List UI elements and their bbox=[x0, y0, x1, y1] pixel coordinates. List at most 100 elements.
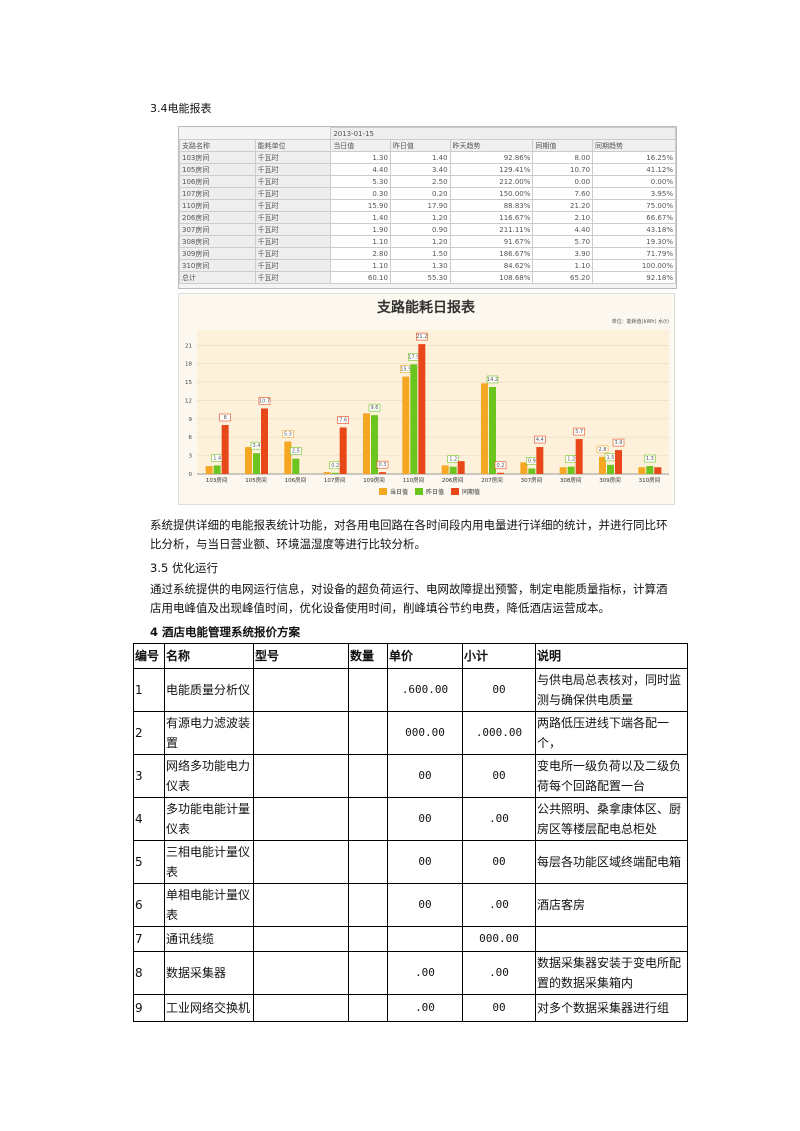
table-row: 107房间 千瓦时 0.30 0.20 150.00% 7.60 3.95% bbox=[179, 187, 676, 200]
x-tick-label: 207房间 bbox=[481, 476, 503, 484]
bar bbox=[528, 468, 536, 474]
bar bbox=[245, 447, 252, 474]
chart-title: 支路能耗日报表 bbox=[376, 299, 476, 316]
column-header: 支路名称 bbox=[179, 139, 256, 152]
bar bbox=[536, 447, 544, 474]
unit-note: 单位：能耗值(kWh) 水(t) bbox=[612, 318, 669, 325]
table-cell: 1.10 bbox=[330, 259, 391, 272]
table-cell: 单相电能计量仪表 bbox=[164, 883, 254, 927]
x-tick-label: 106房间 bbox=[285, 476, 307, 484]
table-cell: 307房间 bbox=[179, 223, 256, 236]
table-row: 7 通讯线缆 000.00 bbox=[133, 926, 688, 952]
bar bbox=[221, 424, 229, 474]
table-cell: 多功能电能计量仪表 bbox=[164, 797, 254, 841]
table-cell: 92.86% bbox=[449, 151, 534, 164]
table-cell: 84.62% bbox=[449, 259, 534, 272]
energy-report-table: 2013-01-15 支路名称 能耗单位 当日值 昨日值 昨天趋势 同期值 同期趋势 103房间… bbox=[178, 126, 677, 289]
legend-label: 昨日值 bbox=[426, 488, 444, 496]
data-label: 1.4 bbox=[213, 455, 221, 461]
table-cell: 变电所一级负荷以及二级负荷每个回路配置一台 bbox=[535, 754, 688, 798]
table-cell: 43.18% bbox=[592, 223, 676, 236]
data-label: 3.4 bbox=[253, 443, 261, 449]
bar bbox=[520, 462, 528, 474]
column-header: 说明 bbox=[535, 643, 688, 669]
column-header: 型号 bbox=[253, 643, 349, 669]
column-header: 名称 bbox=[164, 643, 254, 669]
table-row: 1 电能质量分析仪 .600.00 00 与供电局总表核对，同时监测与确保供电质量 bbox=[133, 668, 688, 712]
data-label-box bbox=[447, 455, 459, 463]
table-cell: 工业网络交换机 bbox=[164, 994, 254, 1022]
table-cell: 110房间 bbox=[179, 199, 256, 212]
table-cell: 4.40 bbox=[532, 223, 594, 236]
table-cell: 千瓦时 bbox=[254, 175, 332, 188]
data-label-box bbox=[219, 413, 231, 422]
column-header: 单价 bbox=[387, 643, 463, 669]
table-cell: 150.00% bbox=[449, 187, 534, 200]
bar bbox=[339, 427, 347, 474]
data-label: 14.2 bbox=[487, 377, 498, 383]
table-cell bbox=[348, 668, 388, 712]
data-label: 1.3 bbox=[646, 456, 654, 462]
table-row: 103房间 千瓦时 1.30 1.40 92.86% 8.00 16.25% bbox=[179, 151, 676, 164]
bar bbox=[607, 464, 614, 474]
table-cell: 105房间 bbox=[179, 163, 256, 176]
table-cell bbox=[348, 883, 388, 927]
data-label: 1.2 bbox=[449, 457, 457, 463]
table-cell: 309房间 bbox=[179, 247, 256, 260]
data-label-box bbox=[534, 435, 546, 444]
x-tick-label: 103房间 bbox=[206, 476, 228, 484]
data-label-box bbox=[596, 445, 609, 454]
bar bbox=[410, 364, 418, 474]
table-cell: 00 bbox=[387, 797, 463, 841]
data-label-box bbox=[376, 460, 389, 469]
table-cell: 1 bbox=[133, 668, 165, 712]
x-tick-label: 109房间 bbox=[363, 476, 385, 484]
table-row: 9 工业网络交换机 .00 00 对多个数据采集器进行组 bbox=[133, 994, 688, 1022]
column-header: 数量 bbox=[348, 643, 388, 669]
table-cell: 3.40 bbox=[389, 163, 451, 176]
table-cell bbox=[348, 926, 388, 952]
table-cell: 千瓦时 bbox=[254, 187, 332, 200]
table-cell: 千瓦时 bbox=[254, 163, 332, 176]
table-cell: 00 bbox=[387, 883, 463, 927]
table-cell: 00 bbox=[387, 840, 463, 884]
table-cell: 2 bbox=[133, 711, 165, 755]
data-label: 0.2 bbox=[497, 463, 505, 469]
table-cell: 186.67% bbox=[449, 247, 534, 260]
column-header: 小计 bbox=[462, 643, 536, 669]
table-cell: .00 bbox=[387, 951, 463, 995]
bar bbox=[331, 472, 339, 474]
table-cell: 1.40 bbox=[389, 151, 451, 164]
report-date: 2013-01-15 bbox=[330, 127, 676, 140]
table-cell: 通讯线缆 bbox=[164, 926, 254, 952]
table-cell bbox=[253, 668, 349, 712]
data-label: 21.2 bbox=[416, 334, 427, 340]
table-cell: 19.30% bbox=[592, 235, 676, 248]
bar bbox=[418, 344, 426, 474]
table-cell: 对多个数据采集器进行组 bbox=[535, 994, 688, 1022]
table-cell: 3.95% bbox=[592, 187, 676, 200]
table-cell: 212.00% bbox=[449, 175, 534, 188]
x-tick-label: 206房间 bbox=[442, 476, 464, 484]
bar bbox=[654, 467, 662, 474]
bar bbox=[638, 467, 646, 474]
data-label: 3.9 bbox=[615, 440, 623, 446]
table-cell: 4.40 bbox=[330, 163, 391, 176]
table-cell: 3 bbox=[133, 754, 165, 798]
table-cell: 103房间 bbox=[179, 151, 256, 164]
table-cell: 16.25% bbox=[592, 151, 676, 164]
table-cell: 每层各功能区域终端配电箱 bbox=[535, 840, 688, 884]
bar bbox=[402, 376, 410, 474]
table-cell: 75.00% bbox=[592, 199, 676, 212]
data-label: 4.4 bbox=[536, 437, 544, 443]
table-cell: 66.67% bbox=[592, 211, 676, 224]
data-label-box bbox=[290, 447, 302, 455]
bar bbox=[615, 450, 622, 474]
table-cell bbox=[348, 840, 388, 884]
table-cell: 116.67% bbox=[449, 211, 534, 224]
table-cell: 00 bbox=[462, 668, 536, 712]
data-label-box bbox=[337, 416, 349, 424]
x-tick-label: 310房间 bbox=[639, 476, 661, 484]
table-cell: 00 bbox=[462, 754, 536, 798]
table-cell: 100.00% bbox=[592, 259, 676, 272]
